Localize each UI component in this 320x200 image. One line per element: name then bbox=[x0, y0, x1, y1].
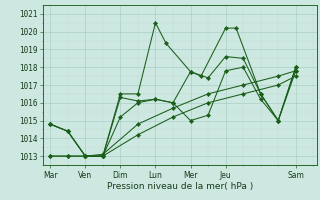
X-axis label: Pression niveau de la mer( hPa ): Pression niveau de la mer( hPa ) bbox=[107, 182, 253, 191]
